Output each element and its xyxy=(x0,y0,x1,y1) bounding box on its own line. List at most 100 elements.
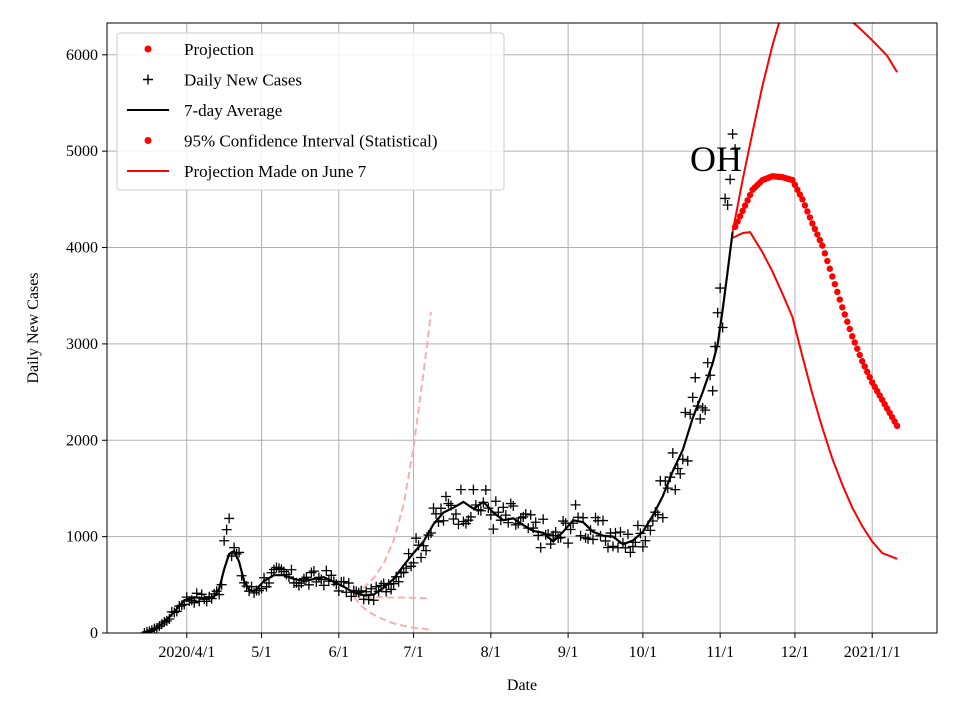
ci-upper-line xyxy=(731,23,781,233)
legend: Projection Daily New Cases 7-day Average 95… xyxy=(116,32,505,191)
projection-point xyxy=(861,363,868,370)
projection-point xyxy=(839,304,846,311)
daily-case-point xyxy=(707,385,718,396)
daily-case-point xyxy=(563,538,574,549)
daily-case-point xyxy=(625,547,636,558)
daily-case-point xyxy=(600,535,611,546)
projection-point xyxy=(844,318,851,325)
state-annotation: OH xyxy=(690,139,742,179)
ci-lower-line xyxy=(732,231,898,560)
avg7-line xyxy=(144,231,734,633)
daily-case-point xyxy=(690,372,701,383)
daily-case-point xyxy=(530,517,541,528)
projection-point xyxy=(799,196,806,203)
legend-label-projection: Projection xyxy=(184,40,254,59)
daily-case-point xyxy=(670,484,681,495)
daily-case-point xyxy=(535,542,546,553)
daily-case-point xyxy=(450,509,461,520)
projection-point xyxy=(826,265,834,272)
daily-case-point xyxy=(727,129,738,140)
y-tick-label: 5000 xyxy=(66,143,98,160)
daily-case-point xyxy=(293,580,304,591)
y-tick-label: 1000 xyxy=(66,529,98,546)
plot-area xyxy=(139,23,901,633)
daily-case-point xyxy=(371,581,382,592)
daily-case-point xyxy=(326,570,337,581)
projection-point xyxy=(809,220,816,227)
daily-case-point xyxy=(408,557,419,568)
daily-case-point xyxy=(697,402,708,413)
series-group xyxy=(139,23,901,633)
legend-marker-ci xyxy=(144,137,152,144)
y-tick-label: 0 xyxy=(90,625,98,642)
daily-case-point xyxy=(682,455,693,466)
daily-case-point xyxy=(393,576,404,587)
daily-case-point xyxy=(465,511,476,522)
daily-case-point xyxy=(712,307,723,318)
x-tick-label: 2020/4/1 xyxy=(158,644,215,661)
daily-case-point xyxy=(640,535,651,546)
june7-mid-line xyxy=(353,595,432,600)
y-tick-label: 2000 xyxy=(66,432,98,449)
daily-case-point xyxy=(607,541,618,552)
projection-point xyxy=(794,186,801,193)
ci-upper-line-right xyxy=(851,23,898,73)
projection-point xyxy=(851,339,858,346)
daily-case-point xyxy=(455,484,466,495)
daily-case-point xyxy=(598,515,609,526)
daily-case-point xyxy=(538,514,549,525)
daily-case-point xyxy=(490,496,501,507)
daily-case-point xyxy=(440,491,451,502)
daily-case-point xyxy=(249,587,260,598)
daily-case-point xyxy=(475,505,486,516)
projection-point xyxy=(741,202,749,209)
daily-case-point xyxy=(510,519,521,530)
projection-point xyxy=(893,422,901,430)
daily-case-point xyxy=(189,597,200,608)
daily-case-point xyxy=(366,583,377,594)
daily-case-point xyxy=(480,484,491,495)
x-tick-label: 5/1 xyxy=(251,644,271,661)
projection-point xyxy=(744,197,751,204)
daily-case-point xyxy=(318,580,329,591)
daily-case-point xyxy=(500,510,511,521)
daily-case-point xyxy=(550,527,561,538)
june7-upper-line xyxy=(353,311,432,596)
x-tick-label: 2021/1/1 xyxy=(844,644,901,661)
projection-point xyxy=(816,236,824,244)
daily-case-point xyxy=(575,530,586,541)
legend-label-ci: 95% Confidence Interval (Statistical) xyxy=(184,132,438,151)
daily-case-point xyxy=(411,533,422,544)
daily-case-point xyxy=(622,529,633,540)
daily-case-point xyxy=(588,534,599,545)
daily-case-point xyxy=(700,405,711,416)
daily-case-point xyxy=(578,512,589,523)
daily-case-point xyxy=(695,413,706,424)
daily-case-point xyxy=(271,562,282,573)
daily-case-point xyxy=(730,144,741,155)
projection-point xyxy=(819,242,826,249)
projection-point xyxy=(836,296,843,303)
daily-case-point xyxy=(637,541,648,552)
y-axis-label: Daily New Cases xyxy=(25,272,42,383)
projection-point xyxy=(834,288,841,296)
projection-point xyxy=(791,181,799,189)
daily-case-point xyxy=(224,513,235,524)
daily-case-point xyxy=(443,498,454,509)
daily-case-point xyxy=(468,484,479,495)
daily-case-point xyxy=(518,511,529,522)
daily-case-point xyxy=(570,499,581,510)
legend-label-avg7: 7-day Average xyxy=(184,101,282,120)
daily-case-point xyxy=(488,524,499,535)
projection-point xyxy=(849,332,856,340)
projection-point xyxy=(789,176,796,184)
legend-label-june7: Projection Made on June 7 xyxy=(184,162,367,181)
legend-label-daily: Daily New Cases xyxy=(184,71,302,90)
daily-case-point xyxy=(645,525,656,536)
plot-frame xyxy=(106,22,938,634)
legend-box xyxy=(116,32,505,191)
projection-point xyxy=(739,207,746,215)
daily-case-point xyxy=(368,595,379,606)
daily-case-point xyxy=(431,508,442,519)
